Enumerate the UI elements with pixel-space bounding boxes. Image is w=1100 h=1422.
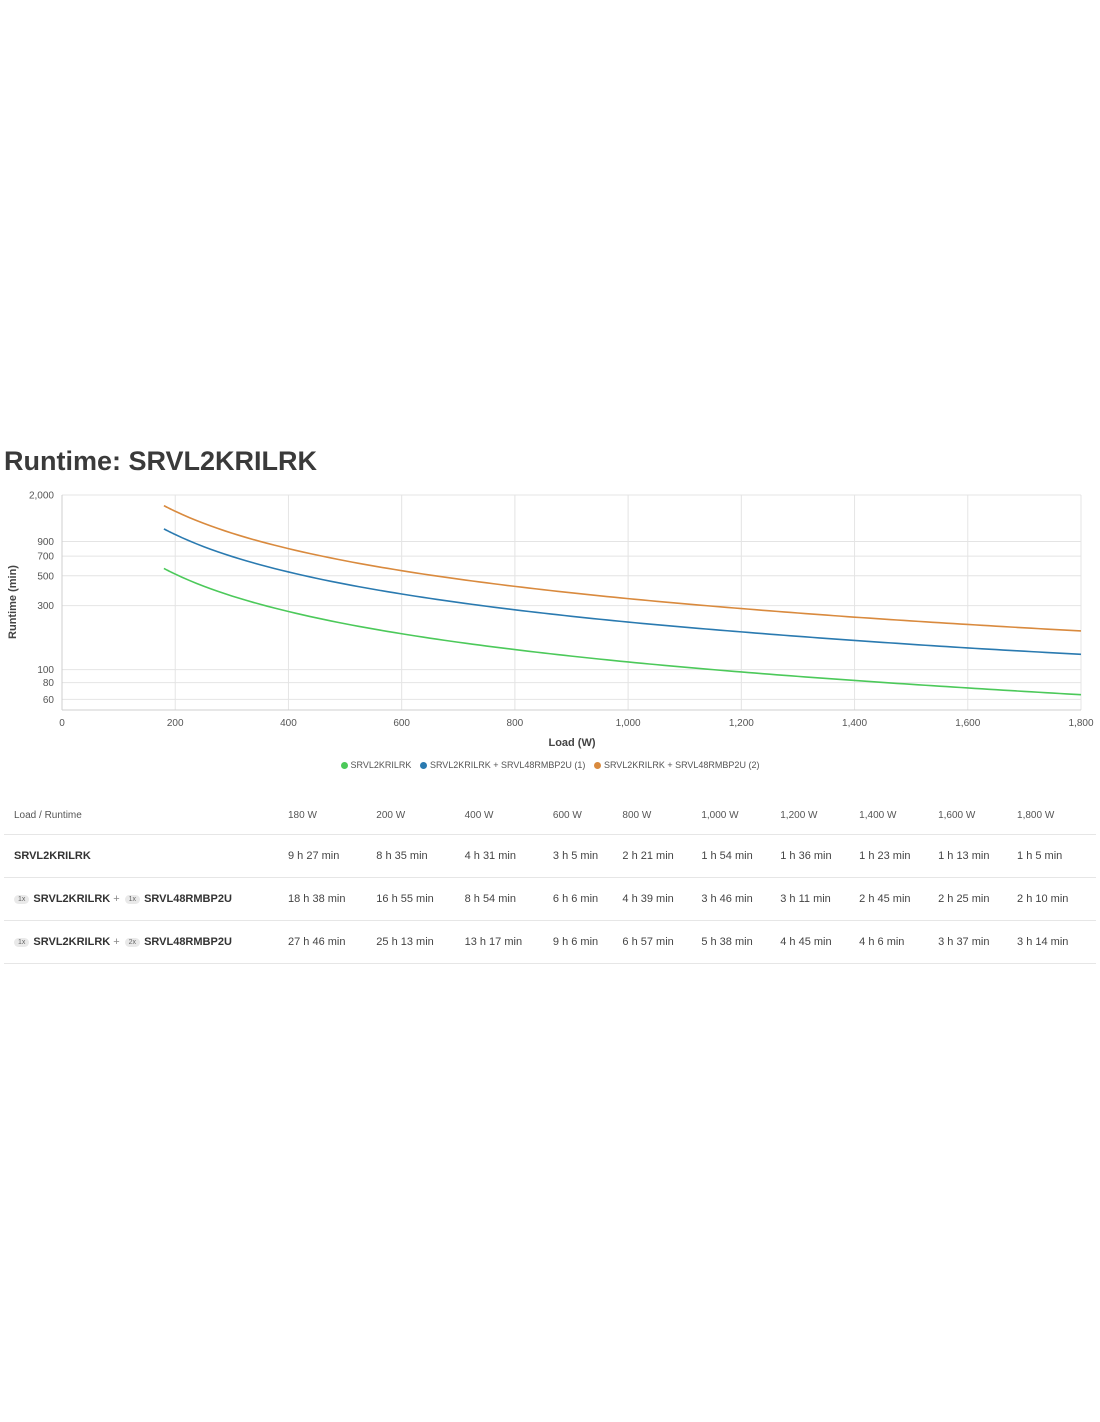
x-tick-label: 1,200 [729, 718, 754, 729]
chart-axes: 0 200 400 600 800 1,000 1,200 1,400 1,600 1,800 60… [29, 491, 1094, 730]
table-cell: 1 h 36 min [780, 834, 860, 878]
y-tick-label: 700 [37, 552, 54, 563]
table-cell: 6 h 6 min [552, 877, 623, 921]
table-cell: 1 h 23 min [859, 834, 939, 878]
row-label: SRVL2KRILRK [4, 834, 288, 878]
page-title: Runtime: SRVL2KRILRK [4, 446, 318, 476]
y-tick-label: 100 [37, 665, 54, 676]
table-cell: 27 h 46 min [288, 920, 377, 964]
y-tick-label: 500 [37, 571, 54, 582]
x-tick-label: 600 [393, 718, 410, 729]
row-label: 1x SRVL2KRILRK +2x SRVL48RMBP2U [4, 920, 288, 964]
product-name: SRVL2KRILRK [33, 936, 111, 948]
legend-label: SRVL2KRILRK + SRVL48RMBP2U (1) [429, 760, 586, 770]
table-row: SRVL2KRILRK 9 h 27 min 8 h 35 min 4 h 31… [4, 834, 1096, 878]
table-header-row: Load / Runtime 180 W 200 W 400 W 600 W 8… [4, 796, 1096, 835]
column-header: 600 W [552, 796, 623, 835]
table-cell: 3 h 14 min [1017, 920, 1096, 964]
column-header: 1,800 W [1017, 796, 1096, 835]
x-tick-label: 1,600 [955, 718, 980, 729]
legend-label: SRVL2KRILRK + SRVL48RMBP2U (2) [603, 760, 760, 770]
y-axis-title: Runtime (min) [7, 565, 19, 639]
table-row: 1x SRVL2KRILRK +2x SRVL48RMBP2U 27 h 46 min… [4, 920, 1096, 964]
legend-item-ups-2-battery[interactable]: SRVL2KRILRK + SRVL48RMBP2U (2) [593, 760, 760, 770]
table-cell: 3 h 37 min [938, 920, 1018, 964]
runtime-table: Load / Runtime 180 W 200 W 400 W 600 W 8… [4, 796, 1096, 964]
legend-swatch [340, 762, 348, 769]
column-header: 800 W [622, 796, 702, 835]
legend-item-ups[interactable]: SRVL2KRILRK [340, 760, 412, 770]
product-name: SRVL2KRILRK [33, 893, 111, 905]
table-cell: 4 h 6 min [859, 920, 939, 964]
column-header: 1,400 W [859, 796, 939, 835]
table-cell: 6 h 57 min [622, 920, 702, 964]
table-cell: 3 h 46 min [701, 877, 781, 921]
table-cell: 16 h 55 min [376, 877, 465, 921]
x-tick-label: 1,400 [842, 718, 867, 729]
table-cell: 5 h 38 min [701, 920, 781, 964]
x-tick-label: 1,800 [1068, 718, 1093, 729]
series-line-1 [163, 567, 1082, 696]
row-label: 1x SRVL2KRILRK +1x SRVL48RMBP2U [4, 877, 288, 921]
product-name: SRVL48RMBP2U [144, 893, 232, 905]
x-tick-label: 0 [59, 718, 65, 729]
table-cell: 3 h 11 min [780, 877, 860, 921]
y-tick-label: 60 [43, 695, 55, 706]
series-line-3 [163, 504, 1082, 632]
table-cell: 1 h 5 min [1017, 834, 1096, 878]
product-name: SRVL2KRILRK [14, 850, 91, 862]
quantity-badge: 1x [14, 895, 30, 904]
plus-sign: + [113, 936, 120, 948]
table-cell: 25 h 13 min [376, 920, 465, 964]
table-cell: 3 h 5 min [552, 834, 623, 878]
table-cell: 8 h 35 min [376, 834, 465, 878]
y-tick-label: 300 [37, 601, 54, 612]
quantity-badge: 2x [124, 938, 141, 947]
table-header-label: Load / Runtime [4, 796, 288, 835]
product-name: SRVL48RMBP2U [144, 936, 232, 948]
x-tick-label: 1,000 [616, 718, 641, 729]
y-tick-label: 900 [37, 537, 54, 548]
x-tick-label: 800 [507, 718, 524, 729]
series-line-2 [163, 528, 1082, 656]
quantity-badge: 1x [14, 938, 30, 947]
table-row: 1x SRVL2KRILRK +1x SRVL48RMBP2U 18 h 38 min… [4, 877, 1096, 921]
chart-grid [61, 494, 1082, 710]
plus-sign: + [113, 893, 120, 905]
runtime-chart: 0 200 400 600 800 1,000 1,200 1,400 1,600 1,800 60… [7, 491, 1094, 750]
table-cell: 4 h 45 min [780, 920, 860, 964]
x-tick-label: 400 [280, 718, 297, 729]
table-cell: 18 h 38 min [288, 877, 377, 921]
table-cell: 1 h 13 min [938, 834, 1018, 878]
column-header: 1,000 W [701, 796, 781, 835]
column-header: 1,200 W [780, 796, 860, 835]
quantity-badge: 1x [124, 895, 141, 904]
table-cell: 1 h 54 min [701, 834, 781, 878]
y-tick-label: 80 [43, 678, 55, 689]
legend-swatch [593, 762, 601, 769]
table-cell: 13 h 17 min [464, 920, 553, 964]
table-cell: 4 h 31 min [464, 834, 553, 878]
x-tick-label: 200 [167, 718, 184, 729]
column-header: 400 W [464, 796, 553, 835]
column-header: 1,600 W [938, 796, 1018, 835]
legend-label: SRVL2KRILRK [350, 760, 412, 770]
y-tick-label: 2,000 [29, 491, 54, 502]
table-cell: 9 h 27 min [288, 834, 377, 878]
x-axis-title: Load (W) [548, 737, 595, 749]
legend-item-ups-1-battery[interactable]: SRVL2KRILRK + SRVL48RMBP2U (1) [419, 760, 586, 770]
table-cell: 2 h 45 min [859, 877, 939, 921]
table-cell: 2 h 25 min [938, 877, 1018, 921]
chart-series [163, 504, 1082, 696]
column-header: 180 W [288, 796, 377, 835]
column-header: 200 W [376, 796, 465, 835]
table-cell: 8 h 54 min [464, 877, 553, 921]
table-cell: 2 h 10 min [1017, 877, 1096, 921]
legend-swatch [419, 762, 427, 769]
table-cell: 9 h 6 min [552, 920, 623, 964]
table-cell: 2 h 21 min [622, 834, 702, 878]
chart-legend: SRVL2KRILRK SRVL2KRILRK + SRVL48RMBP2U (… [0, 760, 1100, 770]
table-cell: 4 h 39 min [622, 877, 702, 921]
